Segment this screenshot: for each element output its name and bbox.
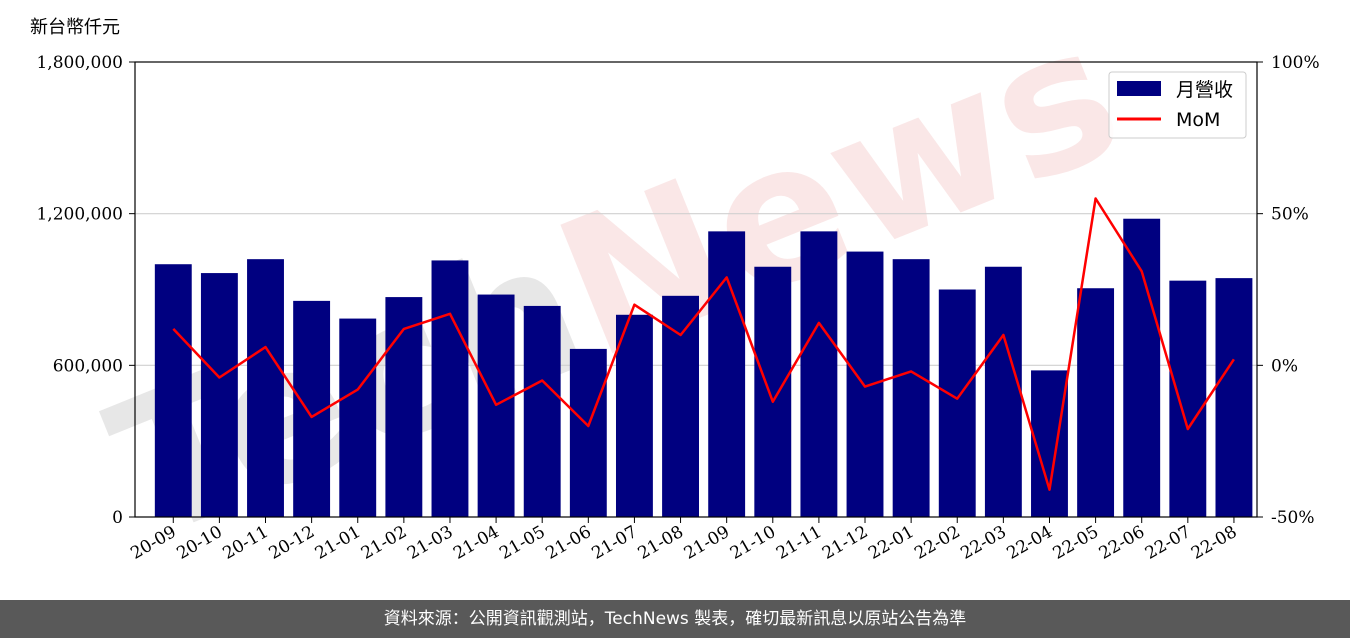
mom-line-series: [172, 197, 1235, 491]
bar-series: [154, 218, 1253, 518]
source-footer: 資料來源：公開資訊觀測站，TechNews 製表，確切最新訊息以原站公告為準: [0, 600, 1350, 638]
y-left-tick-label: 1,200,000: [36, 205, 123, 225]
legend-bar-label: 月營收: [1176, 79, 1233, 101]
revenue-bar: [1123, 218, 1161, 517]
revenue-bar: [708, 231, 746, 517]
x-tick-label: 22-05: [1050, 522, 1102, 564]
x-tick-label: 22-07: [1142, 522, 1194, 564]
legend-bar-swatch: [1117, 81, 1161, 96]
revenue-bar: [662, 295, 699, 517]
revenue-chart: TechNews 0600,0001,200,0001,800,000-50%0…: [30, 0, 1320, 582]
y-left-tick-label: 600,000: [53, 356, 123, 376]
revenue-bar: [200, 273, 238, 517]
revenue-bar: [247, 259, 284, 517]
x-tick-label: 21-06: [542, 522, 594, 564]
x-tick-label: 22-08: [1188, 522, 1240, 564]
y-left-tick-label: 0: [112, 508, 123, 528]
x-tick-label: 22-06: [1096, 522, 1148, 564]
revenue-bar: [984, 266, 1022, 517]
revenue-bar: [1077, 288, 1115, 517]
revenue-bar: [615, 314, 653, 517]
y-left-tick-label: 1,800,000: [36, 53, 123, 73]
revenue-bar: [938, 289, 976, 517]
y-right-tick-label: 50%: [1271, 205, 1309, 225]
revenue-bar: [523, 305, 561, 517]
y-unit-label: 新台幣仟元: [30, 17, 120, 38]
legend-line-label: MoM: [1176, 109, 1220, 131]
revenue-bar: [1169, 280, 1207, 517]
mom-line: [172, 197, 1235, 491]
revenue-bar: [431, 260, 469, 517]
x-tick-label: 21-02: [358, 522, 410, 564]
revenue-bar: [385, 297, 423, 517]
revenue-bar: [339, 318, 377, 517]
x-tick-label: 21-11: [773, 522, 825, 564]
x-tick-label: 21-08: [635, 522, 687, 564]
x-tick-label: 21-07: [588, 522, 640, 564]
revenue-bar: [154, 264, 192, 517]
y-right-tick-label: -50%: [1271, 508, 1315, 528]
y-right-tick-label: 0%: [1271, 356, 1298, 376]
y-right-tick-label: 100%: [1271, 53, 1320, 73]
x-tick-label: 21-10: [727, 522, 779, 564]
revenue-bar: [1031, 370, 1068, 517]
x-tick-label: 22-03: [957, 522, 1009, 564]
revenue-bar: [846, 251, 884, 518]
legend: 月營收 MoM: [1108, 71, 1247, 139]
x-tick-label: 21-09: [681, 522, 733, 564]
revenue-bar: [754, 266, 792, 517]
plot-frame: [134, 61, 1258, 518]
x-tick-label: 21-01: [312, 522, 364, 564]
x-tick-label: 21-12: [819, 522, 871, 564]
revenue-bar: [1215, 278, 1253, 517]
revenue-bar: [800, 231, 838, 517]
x-tick-label: 21-05: [496, 522, 548, 564]
revenue-bar: [569, 348, 607, 517]
revenue-bar: [892, 259, 930, 517]
x-tick-label: 22-04: [1004, 522, 1056, 564]
x-tick-label: 22-01: [865, 522, 917, 564]
x-tick-label: 22-02: [911, 522, 963, 564]
x-tick-label: 21-03: [404, 522, 456, 564]
x-tick-label: 21-04: [450, 522, 502, 564]
